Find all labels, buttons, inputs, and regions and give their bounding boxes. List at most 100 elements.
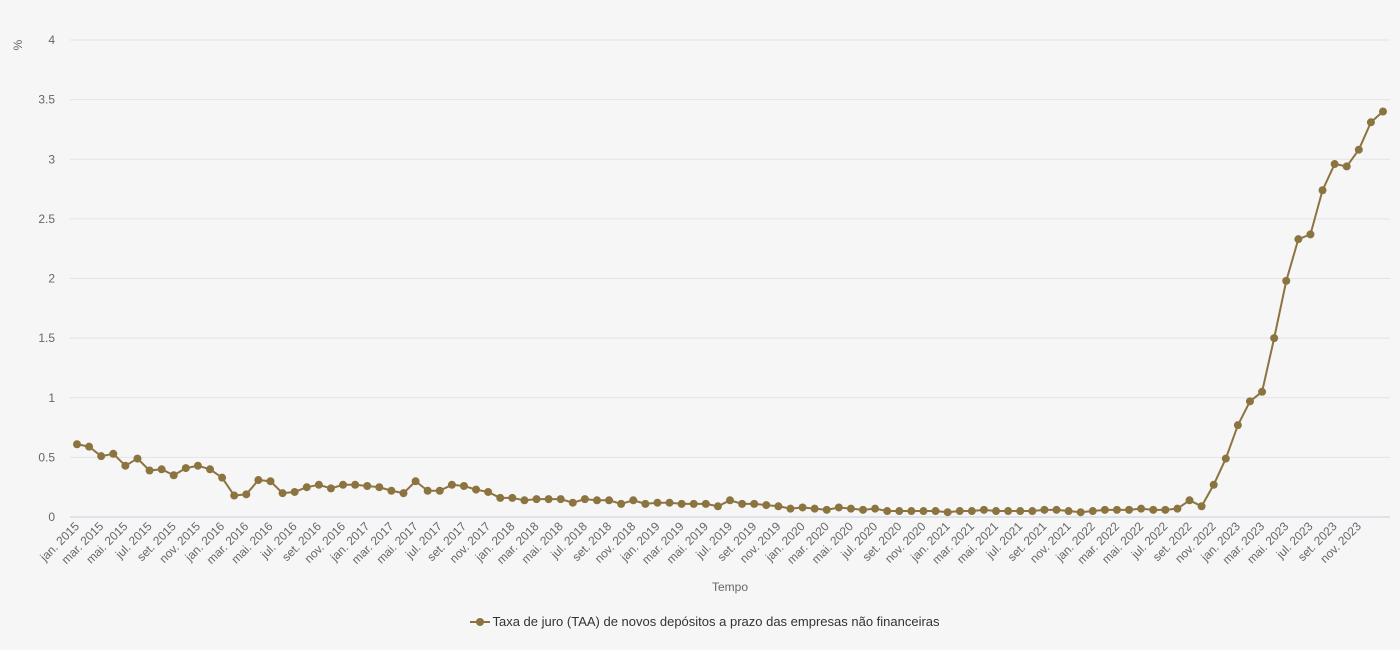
- data-point[interactable]: [617, 499, 626, 508]
- data-point[interactable]: [786, 504, 795, 513]
- data-point[interactable]: [1209, 480, 1218, 489]
- data-point[interactable]: [121, 461, 130, 470]
- data-point[interactable]: [592, 496, 601, 505]
- data-point[interactable]: [859, 505, 868, 514]
- data-point[interactable]: [798, 503, 807, 512]
- data-point[interactable]: [544, 495, 553, 504]
- data-point[interactable]: [1233, 421, 1242, 430]
- data-point[interactable]: [846, 504, 855, 513]
- data-point[interactable]: [653, 498, 662, 507]
- data-point[interactable]: [254, 476, 263, 485]
- data-point[interactable]: [774, 502, 783, 511]
- data-point[interactable]: [677, 499, 686, 508]
- data-point[interactable]: [375, 483, 384, 492]
- data-point[interactable]: [193, 461, 202, 470]
- data-point[interactable]: [508, 493, 517, 502]
- data-point[interactable]: [810, 504, 819, 513]
- data-point[interactable]: [1076, 508, 1085, 517]
- data-point[interactable]: [411, 477, 420, 486]
- data-point[interactable]: [1294, 235, 1303, 244]
- data-point[interactable]: [1318, 186, 1327, 195]
- data-point[interactable]: [181, 464, 190, 473]
- data-point[interactable]: [979, 505, 988, 514]
- data-point[interactable]: [363, 481, 372, 490]
- data-point[interactable]: [750, 499, 759, 508]
- data-point[interactable]: [1052, 505, 1061, 514]
- data-point[interactable]: [339, 480, 348, 489]
- data-point[interactable]: [169, 471, 178, 480]
- data-point[interactable]: [1149, 505, 1158, 514]
- data-point[interactable]: [278, 489, 287, 498]
- data-point[interactable]: [314, 480, 323, 489]
- data-point[interactable]: [1028, 507, 1037, 516]
- data-point[interactable]: [520, 496, 529, 505]
- data-point[interactable]: [1016, 507, 1025, 516]
- data-point[interactable]: [689, 499, 698, 508]
- data-point[interactable]: [1197, 502, 1206, 511]
- data-point[interactable]: [484, 487, 493, 496]
- data-point[interactable]: [1379, 107, 1387, 116]
- data-point[interactable]: [1342, 162, 1351, 171]
- data-point[interactable]: [218, 473, 227, 482]
- data-point[interactable]: [1245, 397, 1254, 406]
- data-point[interactable]: [472, 485, 481, 494]
- data-point[interactable]: [738, 499, 747, 508]
- data-point[interactable]: [109, 449, 118, 458]
- data-point[interactable]: [85, 442, 94, 451]
- data-point[interactable]: [266, 477, 275, 486]
- data-point[interactable]: [447, 480, 456, 489]
- data-point[interactable]: [1221, 454, 1230, 463]
- data-point[interactable]: [822, 505, 831, 514]
- data-point[interactable]: [605, 496, 614, 505]
- data-point[interactable]: [496, 493, 505, 502]
- data-point[interactable]: [992, 507, 1001, 516]
- data-point[interactable]: [290, 487, 299, 496]
- data-point[interactable]: [230, 491, 239, 500]
- data-point[interactable]: [459, 481, 468, 490]
- data-point[interactable]: [351, 480, 360, 489]
- data-point[interactable]: [145, 466, 154, 475]
- data-point[interactable]: [206, 465, 215, 474]
- data-point[interactable]: [1366, 118, 1375, 127]
- data-point[interactable]: [1112, 505, 1121, 514]
- data-point[interactable]: [1004, 507, 1013, 516]
- data-point[interactable]: [568, 498, 577, 507]
- data-point[interactable]: [133, 454, 142, 463]
- data-point[interactable]: [1125, 505, 1134, 514]
- data-point[interactable]: [1161, 505, 1170, 514]
- data-point[interactable]: [1137, 504, 1146, 513]
- data-point[interactable]: [943, 508, 952, 517]
- data-point[interactable]: [629, 496, 638, 505]
- data-point[interactable]: [423, 486, 432, 495]
- data-point[interactable]: [641, 499, 650, 508]
- data-point[interactable]: [1354, 145, 1363, 154]
- data-point[interactable]: [1330, 160, 1339, 169]
- data-point[interactable]: [665, 498, 674, 507]
- data-point[interactable]: [556, 495, 565, 504]
- data-point[interactable]: [302, 483, 311, 492]
- data-point[interactable]: [871, 504, 880, 513]
- data-point[interactable]: [1100, 505, 1109, 514]
- data-point[interactable]: [157, 465, 166, 474]
- data-point[interactable]: [1173, 504, 1182, 513]
- data-point[interactable]: [1306, 230, 1315, 239]
- data-point[interactable]: [919, 507, 928, 516]
- data-point[interactable]: [326, 484, 335, 493]
- data-point[interactable]: [713, 502, 722, 511]
- data-point[interactable]: [955, 507, 964, 516]
- data-point[interactable]: [1258, 387, 1267, 396]
- data-point[interactable]: [1185, 496, 1194, 505]
- data-point[interactable]: [1064, 507, 1073, 516]
- data-point[interactable]: [73, 440, 81, 449]
- data-point[interactable]: [1088, 507, 1097, 516]
- data-point[interactable]: [1282, 276, 1291, 285]
- data-point[interactable]: [967, 507, 976, 516]
- data-point[interactable]: [701, 499, 710, 508]
- data-point[interactable]: [1270, 334, 1279, 343]
- data-point[interactable]: [1040, 505, 1049, 514]
- data-point[interactable]: [242, 490, 251, 499]
- data-point[interactable]: [907, 507, 916, 516]
- data-point[interactable]: [834, 503, 843, 512]
- data-point[interactable]: [387, 486, 396, 495]
- data-point[interactable]: [580, 495, 589, 504]
